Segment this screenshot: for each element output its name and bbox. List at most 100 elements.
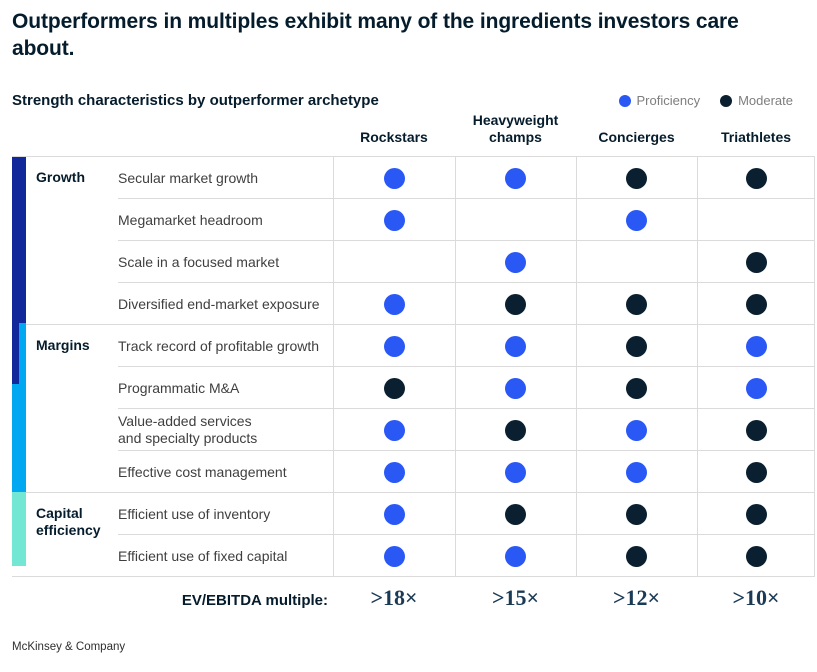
proficiency-dot xyxy=(505,545,526,567)
category-label: Growth xyxy=(36,169,85,185)
matrix-cell xyxy=(697,367,815,409)
column-header: Heavyweight champs xyxy=(472,112,559,145)
proficiency-dot xyxy=(505,377,526,399)
moderate-legend-dot xyxy=(720,94,733,107)
matrix-cell xyxy=(697,241,815,283)
criteria-label: Efficient use of fixed capital xyxy=(118,547,288,564)
column-divider xyxy=(455,157,456,577)
moderate-dot xyxy=(745,419,767,441)
matrix-cell xyxy=(697,409,815,451)
matrix-cell xyxy=(455,535,576,577)
column-headers: Rockstars Heavyweight champs Concierges Tri… xyxy=(12,104,815,152)
proficiency-legend-dot xyxy=(618,94,631,107)
moderate-dot xyxy=(505,293,526,315)
ev-multiple: >18× xyxy=(370,585,418,610)
proficiency-dot xyxy=(383,419,405,441)
legend-item: Moderate xyxy=(720,93,793,108)
matrix-cell xyxy=(333,451,455,493)
matrix-cell xyxy=(697,325,815,367)
matrix-cell xyxy=(455,325,576,367)
ev-multiple: >12× xyxy=(612,585,661,610)
matrix-cell xyxy=(697,283,815,325)
matrix-cell xyxy=(455,157,576,199)
column-header: Concierges xyxy=(598,129,675,145)
proficiency-dot xyxy=(626,419,647,441)
legend: Proficiency Moderate xyxy=(618,93,793,108)
proficiency-dot xyxy=(383,503,405,525)
moderate-dot xyxy=(626,167,647,189)
matrix-cell xyxy=(333,283,455,325)
legend-item: Proficiency xyxy=(618,93,701,108)
table-right-border xyxy=(814,157,815,577)
growth-bar-overlap xyxy=(12,323,19,384)
criteria-label: Diversified end-market exposure xyxy=(118,295,320,312)
matrix-cell xyxy=(333,409,455,451)
proficiency-dot xyxy=(505,167,526,189)
table-row: Programmatic M&A xyxy=(12,367,815,409)
moderate-dot xyxy=(745,503,767,525)
matrix-body: Secular market growth Megamarket headroom… xyxy=(12,156,815,577)
legend-label: Proficiency xyxy=(636,93,701,108)
proficiency-dot xyxy=(505,335,526,357)
matrix-cell xyxy=(333,199,455,241)
matrix-cell xyxy=(576,241,697,283)
proficiency-dot xyxy=(505,461,526,483)
table-row: Efficient use of inventory xyxy=(12,493,815,535)
moderate-dot xyxy=(745,461,767,483)
moderate-dot xyxy=(626,293,647,315)
moderate-dot xyxy=(626,503,647,525)
criteria-label: Value-added services and specialty produ… xyxy=(118,413,258,446)
moderate-dot xyxy=(745,545,767,567)
matrix-cell xyxy=(576,157,697,199)
criteria-label: Effective cost management xyxy=(118,463,287,480)
matrix-cell xyxy=(576,367,697,409)
matrix-cell xyxy=(697,199,815,241)
matrix-cell xyxy=(697,493,815,535)
criteria-label: Scale in a focused market xyxy=(118,253,280,270)
matrix-cell xyxy=(455,493,576,535)
proficiency-dot xyxy=(745,335,767,357)
proficiency-dot xyxy=(505,251,526,273)
proficiency-dot xyxy=(626,461,647,483)
table-row: Megamarket headroom xyxy=(12,199,815,241)
moderate-dot xyxy=(383,377,405,399)
exhibit-subtitle: Strength characteristics by outperformer… xyxy=(12,92,379,109)
proficiency-dot xyxy=(383,293,405,315)
capital-efficiency-bar xyxy=(12,492,26,566)
criteria-label: Megamarket headroom xyxy=(118,211,263,228)
matrix-cell xyxy=(333,157,455,199)
criteria-label: Efficient use of inventory xyxy=(118,505,271,522)
criteria-label: Track record of profitable growth xyxy=(118,337,320,354)
column-header: Rockstars xyxy=(360,129,428,145)
moderate-dot xyxy=(626,545,647,567)
ev-multiple: >15× xyxy=(491,585,540,610)
proficiency-dot xyxy=(383,335,405,357)
matrix-cell xyxy=(455,367,576,409)
table-row: Secular market growth xyxy=(12,157,815,199)
moderate-dot xyxy=(505,419,526,441)
criteria-label: Secular market growth xyxy=(118,169,259,186)
matrix-cell xyxy=(576,325,697,367)
moderate-dot xyxy=(745,293,767,315)
moderate-dot xyxy=(626,335,647,357)
growth-bar xyxy=(12,157,26,323)
matrix-cell xyxy=(697,157,815,199)
table-row: Efficient use of fixed capital xyxy=(12,535,815,577)
table-row: Scale in a focused market xyxy=(12,241,815,283)
moderate-dot xyxy=(626,377,647,399)
ev-ebitda-row: EV/EBITDA multiple: >18× >15× >12× >10× xyxy=(12,585,815,619)
proficiency-dot xyxy=(383,209,405,231)
matrix-cell xyxy=(333,535,455,577)
table-row: Diversified end-market exposure xyxy=(12,283,815,325)
category-label: Margins xyxy=(36,337,90,353)
matrix-cell xyxy=(455,283,576,325)
matrix-cell xyxy=(333,493,455,535)
column-header: Triathletes xyxy=(720,129,792,145)
matrix-cell xyxy=(455,241,576,283)
matrix-cell xyxy=(697,535,815,577)
matrix-cell xyxy=(576,283,697,325)
matrix-cell xyxy=(576,493,697,535)
legend-label: Moderate xyxy=(738,93,793,108)
matrix-cell xyxy=(333,241,455,283)
